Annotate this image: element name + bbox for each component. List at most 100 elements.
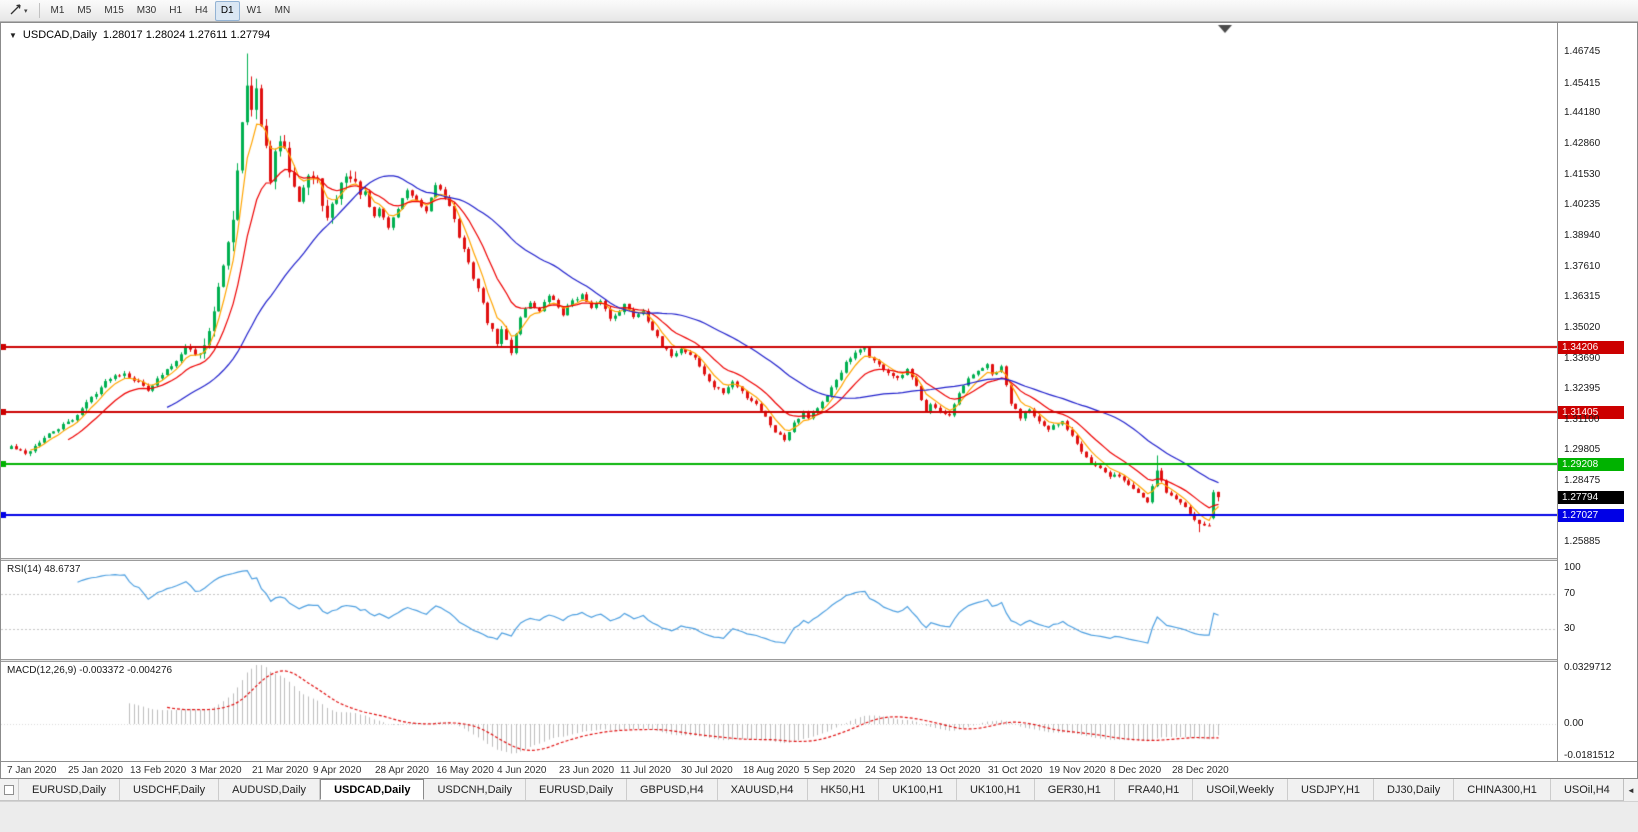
chart-tab-china300[interactable]: CHINA300,H1 [1454,779,1551,800]
chart-tab-usdcnh[interactable]: USDCNH,Daily [424,779,527,800]
chart-ohlc-values: 1.28017 1.28024 1.27611 1.27794 [102,29,271,41]
date-axis-label: 28 Dec 2020 [1172,765,1229,776]
price-axis-label: 1.28475 [1564,475,1601,486]
price-axis-label: 1.37610 [1564,261,1601,272]
price-axis-label: 1.38940 [1564,230,1601,241]
macd-axis-label: 0.00 [1564,718,1584,729]
date-axis-label: 30 Jul 2020 [681,765,733,776]
toolbar-separator [38,3,40,18]
price-axis-label: 1.41530 [1564,169,1601,180]
chart-tab-eurusd[interactable]: EURUSD,Daily [19,779,120,800]
macd-axis-label: 0.0329712 [1564,662,1612,673]
date-axis-label: 11 Jul 2020 [620,765,671,776]
date-axis-label: 25 Jan 2020 [68,765,124,776]
chart-tab-dj30[interactable]: DJ30,Daily [1374,779,1455,800]
price-axis-label: 1.35020 [1564,322,1601,333]
chevron-down-icon: ▾ [24,7,28,15]
macd-indicator-label: MACD(12,26,9) -0.003372 -0.004276 [7,665,173,676]
timeframe-button-d1[interactable]: D1 [214,0,240,21]
chart-tab-usdjpy[interactable]: USDJPY,H1 [1288,779,1375,800]
rsi-axis-label: 100 [1564,562,1581,573]
chart-tab-eurusd[interactable]: EURUSD,Daily [526,779,627,800]
price-axis-label: 1.45415 [1564,78,1601,89]
chart-header: ▼ USDCAD,Daily 1.28017 1.28024 1.27611 1… [9,29,270,41]
date-axis-line [1,761,1637,762]
chart-tabs: EURUSD,Daily USDCHF,Daily AUDUSD,Daily USDC… [19,779,1624,800]
main-price-chart[interactable] [1,23,1557,558]
timeframe-button-group: M1 M5 M15 M30 H1 H4 D1 W1 MN [45,0,297,21]
hline-price-tag: 1.29208 [1558,458,1624,471]
rsi-indicator-panel[interactable] [1,561,1557,659]
macd-indicator-panel[interactable] [1,662,1557,761]
panel-divider-main-rsi[interactable] [1,558,1637,561]
price-axis-label: 1.36315 [1564,291,1601,302]
chart-symbol-title: USDCAD,Daily [22,29,97,41]
date-axis-label: 28 Apr 2020 [375,765,429,776]
chart-window: ▼ USDCAD,Daily 1.28017 1.28024 1.27611 1… [0,22,1638,779]
chart-tab-usdcad[interactable]: USDCAD,Daily [320,779,425,800]
chart-tab-usoil[interactable]: USOil,Weekly [1193,779,1288,800]
timeframe-button-m5[interactable]: M5 [77,5,92,16]
price-axis-label: 1.46745 [1564,46,1601,57]
date-axis-label: 7 Jan 2020 [7,765,57,776]
timeframe-button-w1[interactable]: W1 [246,5,262,16]
macd-axis-label: -0.0181512 [1564,750,1615,761]
rsi-axis-label: 70 [1564,588,1576,599]
panel-divider-rsi-macd[interactable] [1,659,1637,662]
rsi-axis-label: 30 [1564,623,1576,634]
date-axis-label: 9 Apr 2020 [313,765,362,776]
date-axis-label: 21 Mar 2020 [252,765,309,776]
hline-price-tag: 1.34206 [1558,341,1624,354]
timeframe-button-h1[interactable]: H1 [169,5,183,16]
date-axis-label: 4 Jun 2020 [497,765,547,776]
date-axis-label: 18 Aug 2020 [743,765,800,776]
price-axis-label: 1.29805 [1564,444,1601,455]
price-axis-label: 1.40235 [1564,199,1601,210]
date-axis-label: 3 Mar 2020 [191,765,242,776]
date-axis-label: 16 May 2020 [436,765,494,776]
chart-tab-audusd[interactable]: AUDUSD,Daily [219,779,321,800]
hline-price-tag: 1.27027 [1558,509,1624,522]
arrow-left-icon: ◄ [1627,785,1635,795]
timeframe-button-mn[interactable]: MN [274,5,291,16]
hline-price-tag: 1.31405 [1558,406,1624,419]
price-axis-label: 1.42860 [1564,138,1601,149]
rsi-indicator-label: RSI(14) 48.6737 [7,564,81,575]
date-axis-label: 13 Oct 2020 [926,765,981,776]
price-axis-label: 1.44180 [1564,107,1601,118]
timeframe-button-m15[interactable]: M15 [104,5,124,16]
chart-tab-usdchf[interactable]: USDCHF,Daily [120,779,220,800]
price-axis-label: 1.31100 [1564,414,1600,425]
date-axis-label: 5 Sep 2020 [804,765,856,776]
date-axis-label: 24 Sep 2020 [865,765,922,776]
price-scale[interactable] [1557,23,1637,761]
date-axis-label: 19 Nov 2020 [1049,765,1106,776]
trendline-cursor-icon [9,3,22,19]
timeframe-toolbar: ▾ M1 M5 M15 M30 H1 H4 D1 W1 MN [0,0,1638,22]
timeframe-button-m30[interactable]: M30 [136,5,157,16]
chart-tab-gbpusd[interactable]: GBPUSD,H4 [627,779,718,800]
chart-tab-fra40[interactable]: FRA40,H1 [1115,779,1194,800]
chart-cursor-tool-button[interactable]: ▾ [3,1,34,21]
current-price-tag: 1.27794 [1558,491,1624,504]
timeframe-button-h4[interactable]: H4 [195,5,208,16]
date-axis-label: 23 Jun 2020 [559,765,615,776]
status-strip [0,801,1638,832]
one-click-trading-toggle-icon[interactable]: ▼ [9,30,17,40]
timeframe-button-m1[interactable]: M1 [50,5,65,16]
date-axis-label: 8 Dec 2020 [1110,765,1162,776]
chart-tab-ger30[interactable]: GER30,H1 [1035,779,1115,800]
price-axis-label: 1.33690 [1564,353,1601,364]
chart-tab-xauusd[interactable]: XAUUSD,H4 [718,779,808,800]
chart-tab-usoil[interactable]: USOil,H4 [1551,779,1624,800]
tab-scroll-left-button[interactable]: ◄ [1623,779,1638,801]
tab-bar-grip-icon [0,779,19,800]
chart-tab-uk100[interactable]: UK100,H1 [957,779,1035,800]
chart-tab-bar: EURUSD,Daily USDCHF,Daily AUDUSD,Daily USDC… [0,779,1638,801]
date-axis-label: 31 Oct 2020 [988,765,1043,776]
price-axis-label: 1.32395 [1564,383,1601,394]
chart-tab-hk50[interactable]: HK50,H1 [808,779,880,800]
price-axis-label: 1.25885 [1564,536,1601,547]
chart-tab-uk100[interactable]: UK100,H1 [879,779,957,800]
